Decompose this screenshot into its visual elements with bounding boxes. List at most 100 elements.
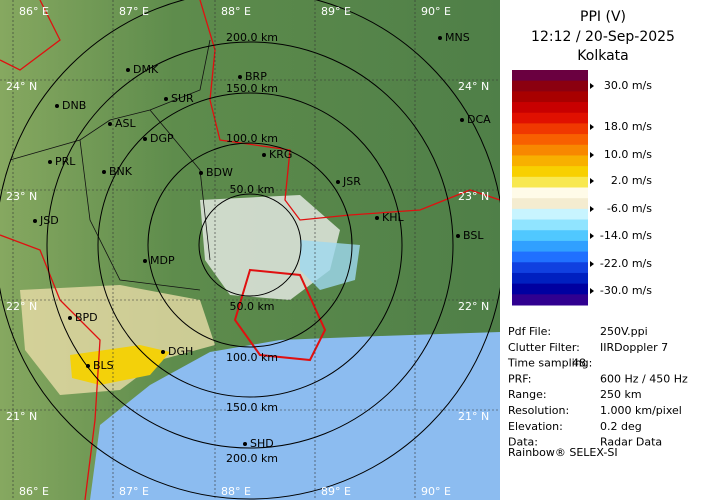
scale-marker [590, 288, 594, 294]
scale-swatch [512, 155, 588, 167]
info-key: Resolution: [508, 404, 569, 417]
footer: Rainbow® SELEX-SI [508, 446, 618, 459]
lat-label-right: 23° N [458, 190, 489, 203]
scale-swatch [512, 294, 588, 306]
city-label: DMK [133, 63, 159, 76]
sea [90, 332, 500, 500]
city-label: DCA [467, 113, 491, 126]
scale-swatch [512, 208, 588, 221]
range-ring [147, 142, 353, 348]
city-label: BPD [75, 311, 98, 324]
lat-label-left: 22° N [6, 300, 37, 313]
info-value: 250V.ppi [600, 325, 648, 338]
city-label: DGH [168, 345, 193, 358]
city-dot [375, 216, 379, 220]
scale-swatch [512, 176, 588, 188]
range-label: 200.0 km [226, 31, 278, 44]
city-label: JSD [39, 214, 59, 227]
lon-label-top: 87° E [119, 5, 149, 18]
scale-label: 2.0 m/s [611, 174, 652, 187]
range-label: 50.0 km [229, 300, 274, 313]
product-title: PPI (V) [580, 9, 626, 25]
city-dot [68, 316, 72, 320]
scale-marker [590, 233, 594, 239]
scale-label: 30.0 m/s [604, 79, 652, 92]
lon-label-top: 90° E [421, 5, 451, 18]
city-dot [108, 122, 112, 126]
scale-label: -30.0 m/s [600, 284, 652, 297]
city-dot [262, 153, 266, 157]
scale-marker [590, 261, 594, 267]
scale-swatch [512, 112, 588, 124]
city-dot [238, 75, 242, 79]
city-label: BNK [109, 165, 133, 178]
range-ring [97, 92, 403, 398]
lon-label-top: 86° E [19, 5, 49, 18]
scale-marker [590, 206, 594, 212]
city-dot [456, 234, 460, 238]
scale-swatch [512, 272, 588, 285]
state-borders [0, 0, 501, 501]
lon-label-top: 89° E [321, 5, 351, 18]
scale-swatch [512, 70, 588, 82]
scale-swatch [512, 187, 588, 199]
city-dot [55, 104, 59, 108]
city-dot [48, 160, 52, 164]
lon-label-bottom: 88° E [221, 485, 251, 498]
range-label: 150.0 km [226, 401, 278, 414]
scale-label: 10.0 m/s [604, 148, 652, 161]
info-value: 0.2 deg [600, 420, 642, 433]
info-key: Data: [508, 436, 538, 449]
scale-swatch [512, 144, 588, 156]
city-label: SHD [250, 437, 274, 450]
scale-swatch [512, 102, 588, 114]
city-dot [243, 442, 247, 446]
range-label: 50.0 km [229, 183, 274, 196]
district-borders [9, 39, 211, 291]
info-key: Pdf File: [508, 325, 551, 338]
scale-label: 18.0 m/s [604, 120, 652, 133]
city-dot [126, 68, 130, 72]
info-value: IIRDoppler 7 [600, 341, 668, 354]
city-label: SUR [171, 92, 194, 105]
scale-swatch [512, 123, 588, 135]
city-label: DNB [62, 99, 86, 112]
scale-marker [590, 152, 594, 158]
site-name: Kolkata [577, 48, 628, 64]
scale-swatch [512, 91, 588, 103]
lat-label-right: 24° N [458, 80, 489, 93]
info-key: Elevation: [508, 420, 563, 433]
info-key: PRF: [508, 372, 531, 385]
city-dot [164, 97, 168, 101]
info-key: Range: [508, 388, 547, 401]
scale-marker [590, 83, 594, 89]
city-dot [199, 171, 203, 175]
scale-label: -22.0 m/s [600, 257, 652, 270]
city-dot [33, 219, 37, 223]
scale-swatch [512, 262, 588, 274]
info-key: Time sampling: [507, 357, 592, 370]
city-dot [460, 118, 464, 122]
lon-label-bottom: 86° E [19, 485, 49, 498]
city-dot [438, 36, 442, 40]
info-value: Radar Data [600, 436, 662, 449]
lon-label-top: 88° E [221, 5, 251, 18]
scale-marker [590, 178, 594, 184]
scale-marker [590, 124, 594, 130]
lon-label-bottom: 89° E [321, 485, 351, 498]
info-key: Clutter Filter: [508, 341, 580, 354]
range-label: 100.0 km [226, 132, 278, 145]
info-value: 600 Hz / 450 Hz [600, 372, 688, 385]
city-label: KRG [269, 148, 292, 161]
city-label: BRP [245, 70, 267, 83]
lat-label-right: 21° N [458, 410, 489, 423]
city-label: BDW [206, 166, 233, 179]
lon-label-bottom: 90° E [421, 485, 451, 498]
range-ring [198, 193, 302, 297]
city-label: JSR [342, 175, 361, 188]
lat-label-left: 23° N [6, 190, 37, 203]
lat-label-left: 21° N [6, 410, 37, 423]
echo-light [20, 285, 215, 395]
scale-swatch [512, 283, 588, 295]
info-value: 48 [572, 357, 586, 370]
